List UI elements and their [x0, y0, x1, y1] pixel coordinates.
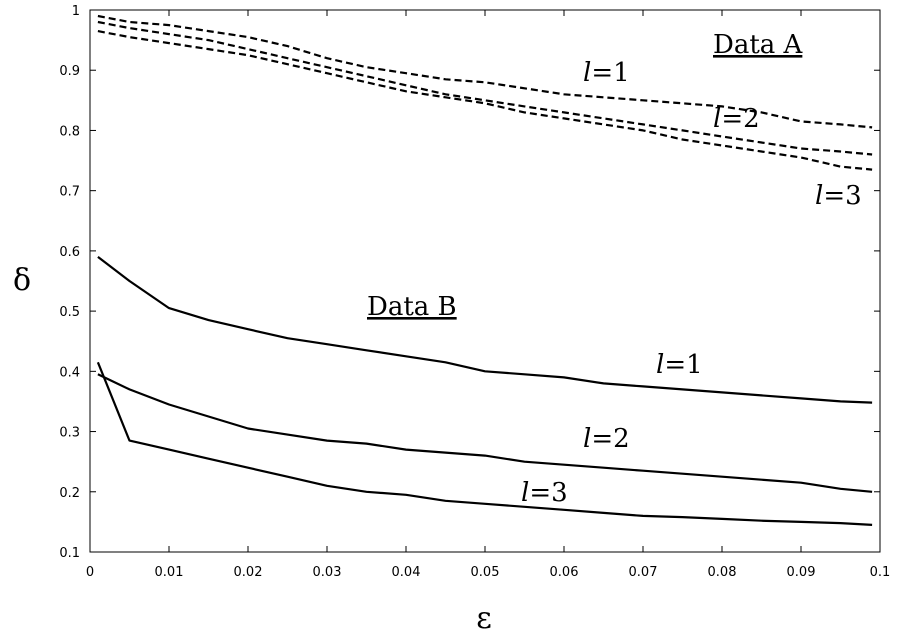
- y-tick-label: 0.2: [59, 486, 80, 501]
- y-tick-label: 0.5: [59, 305, 80, 320]
- y-tick-label: 0.1: [59, 546, 80, 561]
- y-tick-label: 0.4: [59, 365, 80, 380]
- y-tick-label: 0.3: [59, 426, 80, 441]
- y-axis-title: δ: [13, 263, 31, 298]
- y-tick-label: 0.7: [59, 185, 80, 200]
- annotation-a-l1: l=1: [583, 58, 630, 88]
- x-tick-label: 0.03: [313, 565, 342, 580]
- series-lines: [96, 14, 873, 526]
- x-tick-label: 0.06: [550, 565, 579, 580]
- x-tick-label: 0.09: [787, 565, 816, 580]
- series-line-data-b-1: [97, 256, 873, 404]
- x-tick-label: 0.08: [708, 565, 737, 580]
- x-tick-label: 0.04: [392, 565, 421, 580]
- x-tick-label: 0.07: [629, 565, 658, 580]
- annotation-a-l2: l=2: [713, 104, 760, 134]
- plot-frame: [89, 9, 881, 553]
- series-line-data-b-2: [97, 373, 873, 493]
- y-tick-label: 0.9: [59, 64, 80, 79]
- series-line-data-a-2: [97, 20, 873, 156]
- annotation-data-b: Data B: [367, 292, 457, 322]
- x-axis-title: ε: [476, 601, 492, 635]
- annotation-b-l1: l=1: [656, 350, 703, 380]
- y-tick-label: 0.6: [59, 245, 80, 260]
- y-tick-label: 1: [72, 4, 80, 19]
- y-tick-label: 0.8: [59, 124, 80, 139]
- annotation-data-a: Data A: [713, 30, 804, 60]
- plot-border: [89, 9, 881, 553]
- annotation-a-l3: l=3: [815, 181, 862, 211]
- series-line-data-b-3: [96, 361, 873, 526]
- x-tick-label: 0: [86, 565, 94, 580]
- x-tick-label: 0.05: [471, 565, 500, 580]
- annotation-b-l2: l=2: [583, 424, 630, 454]
- x-tick-label: 0.1: [870, 565, 891, 580]
- axis-ticks: 0 0.01 0.02 0.03 0.04 0.05 0.06 0.07 0.08 0.09 0.1…: [59, 4, 890, 580]
- annotation-b-l3: l=3: [521, 478, 568, 508]
- x-tick-label: 0.01: [155, 565, 184, 580]
- series-line-data-a-3: [97, 30, 873, 171]
- x-tick-label: 0.02: [234, 565, 263, 580]
- series-line-data-a-1: [97, 14, 873, 129]
